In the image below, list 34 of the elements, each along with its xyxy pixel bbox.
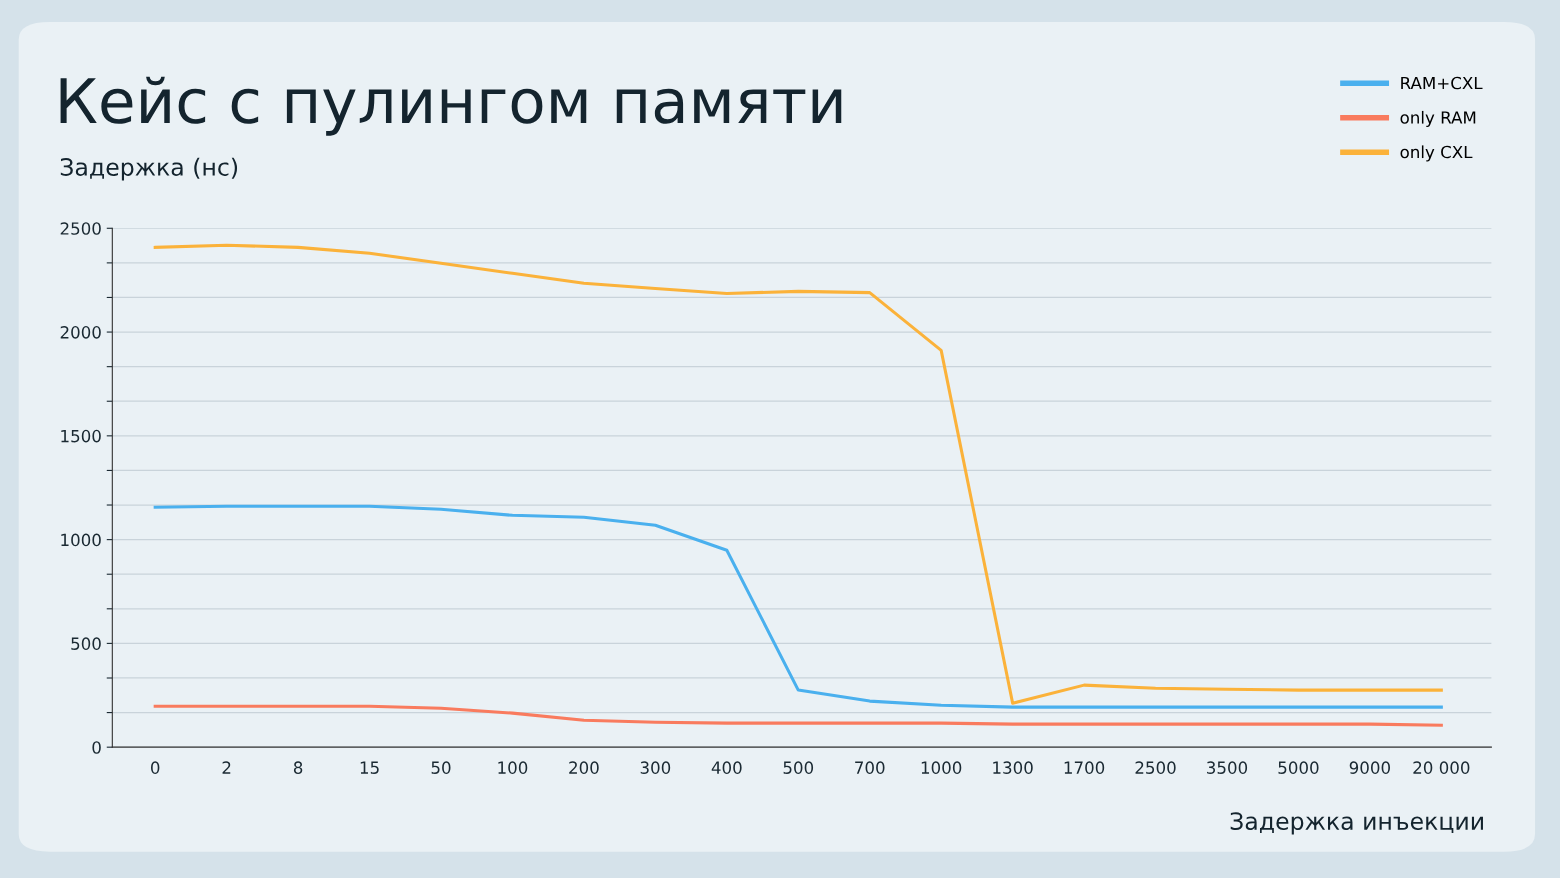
x-tick-label: 2500 (1135, 761, 1176, 774)
y-tick-label: 1500 (61, 429, 101, 443)
x-tick-label: 1300 (993, 761, 1033, 774)
legend-label: RAM+CXL (1401, 76, 1483, 90)
x-tick-label: 400 (711, 761, 742, 774)
y-tick-label: 2000 (60, 326, 101, 339)
line-series (153, 504, 1443, 709)
y-tick-label: 500 (71, 637, 101, 650)
x-tick-label: 15 (360, 761, 379, 774)
x-tick-label: 0 (150, 761, 160, 774)
y-tick-label: 2500 (60, 222, 101, 235)
y-tick-label: 1000 (61, 533, 101, 547)
x-tick-label: 1700 (1064, 761, 1105, 774)
x-tick-label: 300 (640, 761, 671, 774)
y-tick-label: 0 (92, 741, 101, 754)
x-tick-label: 8 (293, 761, 303, 774)
x-tick-label: 9000 (1349, 761, 1390, 774)
line-series (153, 243, 1443, 705)
x-tick-label: 3500 (1207, 761, 1248, 774)
x-tick-label: 20 000 (1413, 761, 1470, 774)
legend-label: only RAM (1400, 110, 1476, 128)
x-tick-label: 5000 (1278, 761, 1319, 774)
x-axis-title: Задержка инъекции (1230, 812, 1483, 835)
chart-title: Кейс с пулингом памяти (60, 76, 842, 136)
line-series (153, 704, 1443, 727)
y-axis-title: Задержка (нс) (60, 157, 238, 181)
x-tick-label: 1000 (921, 761, 962, 774)
x-tick-label: 100 (498, 761, 528, 774)
x-tick-label: 50 (431, 761, 451, 774)
x-tick-label: 2 (222, 761, 231, 774)
x-tick-label: 200 (569, 761, 599, 774)
x-tick-label: 700 (855, 761, 885, 774)
x-tick-label: 500 (783, 761, 814, 774)
legend-label: only CXL (1400, 145, 1473, 162)
